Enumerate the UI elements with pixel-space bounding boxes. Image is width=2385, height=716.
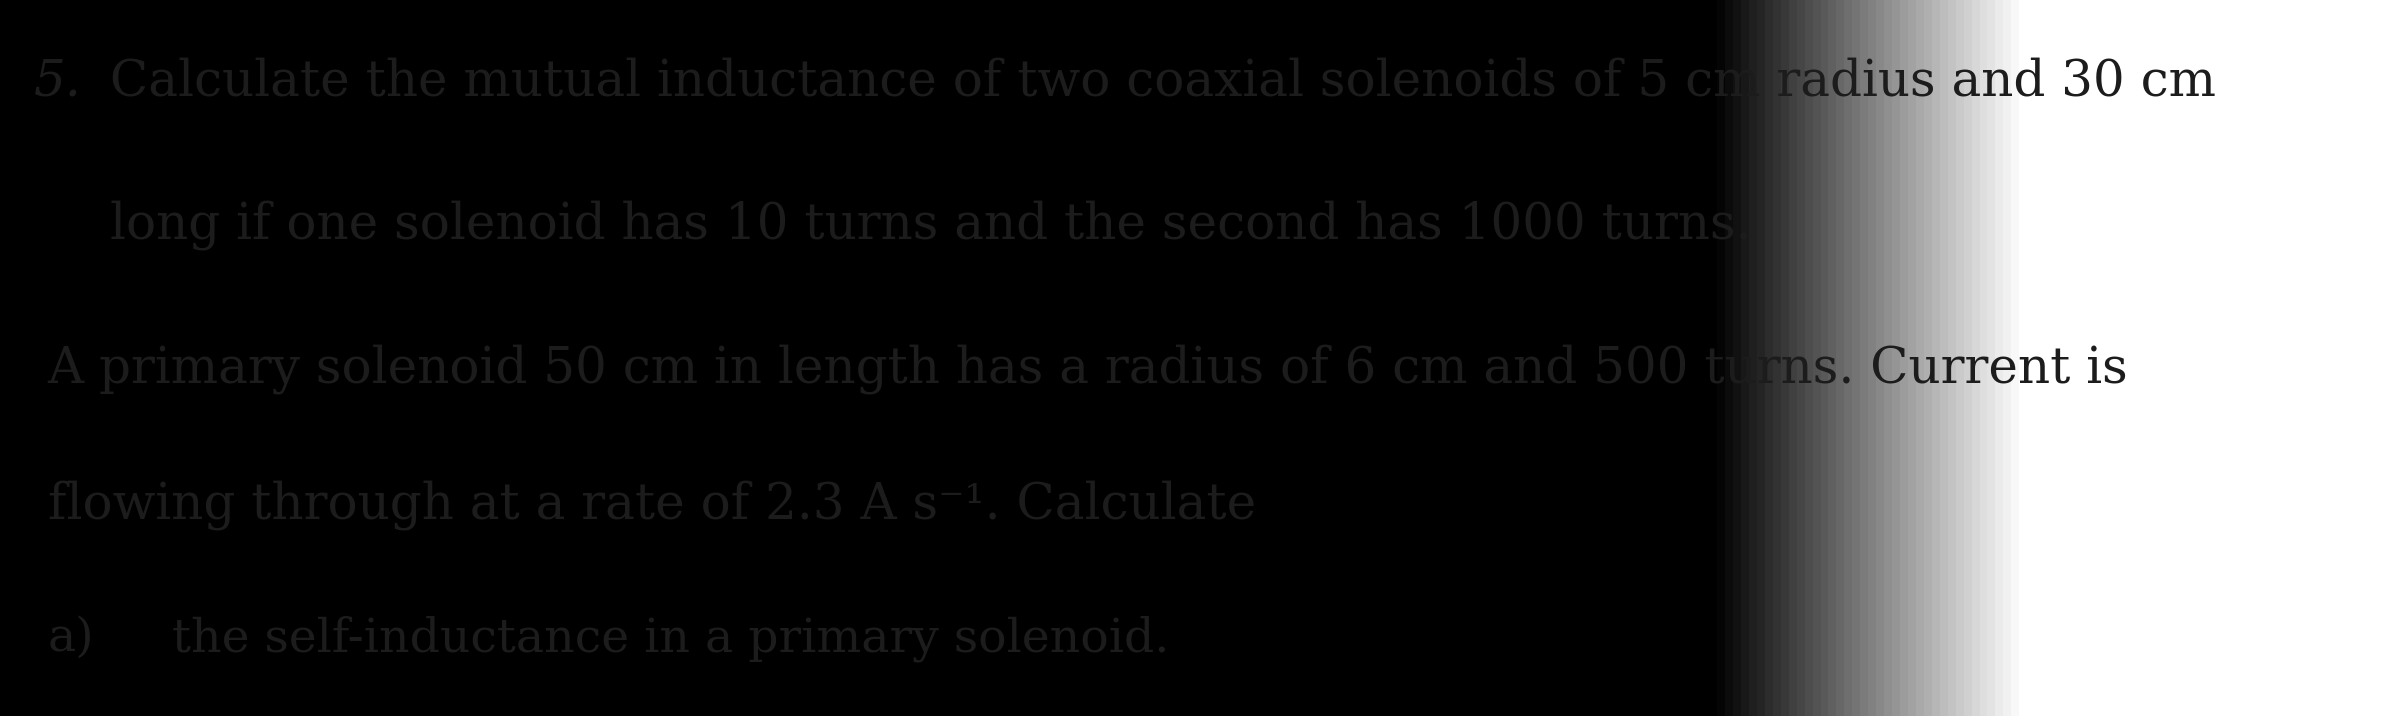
- Text: the self-inductance in a primary solenoid.: the self-inductance in a primary solenoi…: [172, 616, 1169, 662]
- Text: Calculate the mutual inductance of two coaxial solenoids of 5 cm radius and 30 c: Calculate the mutual inductance of two c…: [110, 57, 2216, 107]
- Text: flowing through at a rate of 2.3 A s⁻¹. Calculate: flowing through at a rate of 2.3 A s⁻¹. …: [48, 480, 1257, 530]
- Text: A primary solenoid 50 cm in length has a radius of 6 cm and 500 turns. Current i: A primary solenoid 50 cm in length has a…: [48, 344, 2127, 394]
- Text: long if one solenoid has 10 turns and the second has 1000 turns.: long if one solenoid has 10 turns and th…: [110, 200, 1751, 251]
- Text: a): a): [48, 616, 95, 661]
- Text: 5.: 5.: [33, 57, 81, 107]
